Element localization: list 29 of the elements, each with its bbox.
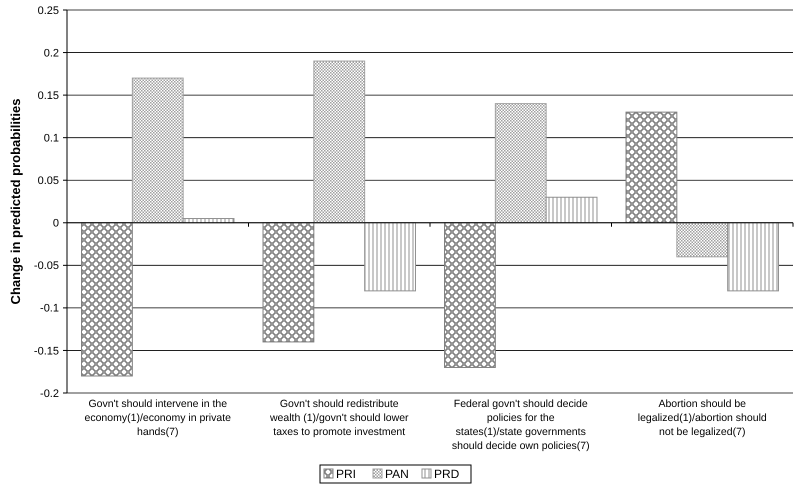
y-tick-label: -0.1 bbox=[40, 302, 59, 315]
y-axis-title: Change in predicted probabilities bbox=[8, 98, 23, 304]
x-tick-label: Govn't should redistribute wealth (1)/govn't should lower taxes to promote investment bbox=[268, 398, 410, 438]
x-tick-label: Federal govn't should decide policies for the states(1)/state governments should decide own policies(7) bbox=[452, 398, 590, 452]
legend-label: PRD bbox=[434, 467, 460, 482]
bar bbox=[444, 222, 496, 368]
bar bbox=[132, 78, 184, 224]
bar bbox=[546, 196, 598, 224]
x-tick-label: Govn't should intervene in the economy(1)/economy in private hands(7) bbox=[84, 398, 232, 438]
y-tick-label: 0.1 bbox=[44, 132, 59, 145]
y-tick-label: 0.25 bbox=[38, 4, 59, 17]
bar bbox=[727, 222, 779, 292]
y-tick-label: 0.15 bbox=[38, 90, 59, 102]
legend-label: PRI bbox=[336, 467, 356, 482]
bar bbox=[494, 103, 547, 224]
bar bbox=[676, 222, 728, 258]
bar bbox=[626, 112, 678, 224]
y-tick-label: -0.05 bbox=[34, 260, 59, 272]
y-tick-label: 0 bbox=[52, 218, 59, 230]
bar bbox=[364, 222, 416, 292]
y-tick-label: 0.05 bbox=[38, 175, 59, 188]
y-tick-label: -0.15 bbox=[34, 345, 59, 358]
y-tick-label: 0.2 bbox=[44, 47, 59, 60]
bar bbox=[81, 222, 133, 376]
y-tick-label: -0.2 bbox=[40, 388, 59, 400]
legend-label: PAN bbox=[385, 467, 409, 482]
x-tick-label: Abortion should be legalized(1)/abortion should not be legalized(7) bbox=[638, 398, 767, 438]
bar bbox=[313, 60, 366, 224]
bar bbox=[262, 222, 314, 342]
